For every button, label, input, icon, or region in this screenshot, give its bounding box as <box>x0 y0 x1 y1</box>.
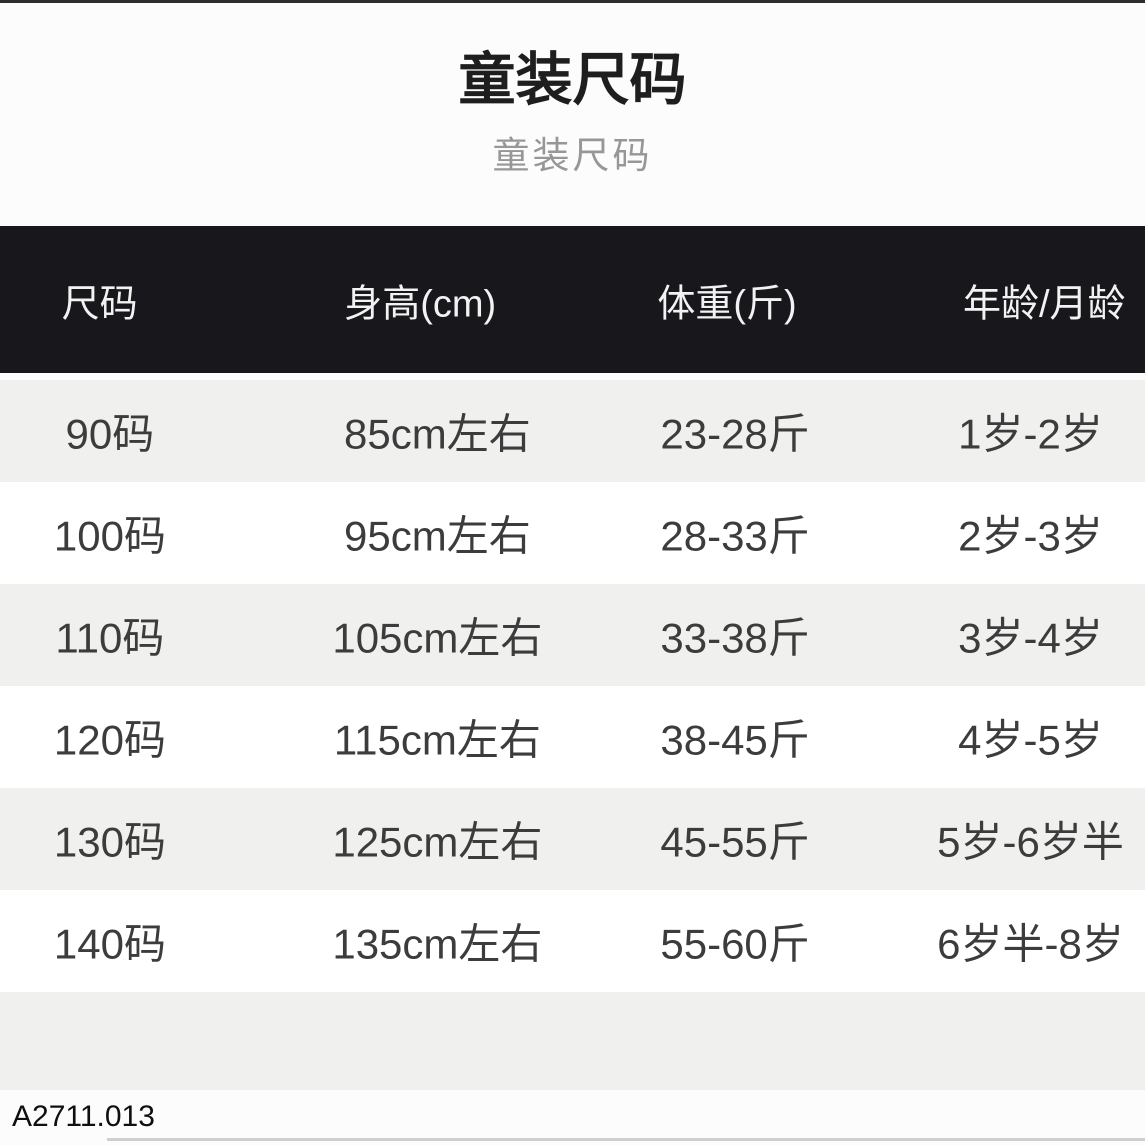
weight-cell: 33-38斤 <box>660 614 810 662</box>
age-cell: 5岁-6岁半 <box>937 818 1124 866</box>
weight-cell: 45-55斤 <box>660 818 810 866</box>
col-header-weight: 体重(斤) <box>657 283 797 325</box>
weight-cell: 23-28斤 <box>660 410 810 458</box>
col-header-age: 年龄/月龄 <box>962 283 1126 325</box>
top-border <box>0 0 1145 3</box>
size-cell: 100码 <box>53 512 166 560</box>
table-row: 120码 115cm左右 38-45斤 4岁-5岁 <box>0 686 1145 788</box>
age-cell: 4岁-5岁 <box>958 716 1103 764</box>
height-cell: 125cm左右 <box>332 818 543 866</box>
size-cell: 130码 <box>53 818 166 866</box>
table-header-row: 尺码 身高(cm) 体重(斤) 年龄/月龄 <box>0 226 1145 373</box>
size-cell: 120码 <box>53 716 166 764</box>
page-title: 童装尺码 <box>458 48 687 112</box>
col-header-height: 身高(cm) <box>344 283 497 325</box>
table-row: 90码 85cm左右 23-28斤 1岁-2岁 <box>0 380 1145 482</box>
table-body: 90码 85cm左右 23-28斤 1岁-2岁 100码 95cm左右 28-3… <box>0 380 1145 992</box>
age-cell: 3岁-4岁 <box>958 614 1103 662</box>
footer-divider <box>107 1138 1145 1141</box>
weight-cell: 55-60斤 <box>660 920 810 968</box>
height-cell: 115cm左右 <box>333 716 541 764</box>
table-row: 100码 95cm左右 28-33斤 2岁-3岁 <box>0 482 1145 584</box>
weight-cell: 28-33斤 <box>660 512 810 560</box>
product-code: A2711.013 <box>12 1100 155 1133</box>
age-cell: 2岁-3岁 <box>958 512 1103 560</box>
age-cell: 1岁-2岁 <box>958 410 1103 458</box>
size-cell: 90码 <box>65 410 155 458</box>
size-cell: 140码 <box>53 920 166 968</box>
bottom-stripe <box>0 992 1145 1090</box>
size-cell: 110码 <box>55 614 165 662</box>
age-cell: 6岁半-8岁 <box>937 920 1124 968</box>
height-cell: 85cm左右 <box>344 410 531 458</box>
height-cell: 105cm左右 <box>332 614 543 662</box>
table-row: 140码 135cm左右 55-60斤 6岁半-8岁 <box>0 890 1145 992</box>
height-cell: 95cm左右 <box>344 512 531 560</box>
height-cell: 135cm左右 <box>332 920 543 968</box>
table-row: 110码 105cm左右 33-38斤 3岁-4岁 <box>0 584 1145 686</box>
size-table: 尺码 身高(cm) 体重(斤) 年龄/月龄 90码 85cm左右 23-28斤 … <box>0 226 1145 1090</box>
page-subtitle: 童装尺码 <box>492 135 653 176</box>
weight-cell: 38-45斤 <box>660 716 810 764</box>
col-header-size: 尺码 <box>61 283 138 325</box>
table-row: 130码 125cm左右 45-55斤 5岁-6岁半 <box>0 788 1145 890</box>
